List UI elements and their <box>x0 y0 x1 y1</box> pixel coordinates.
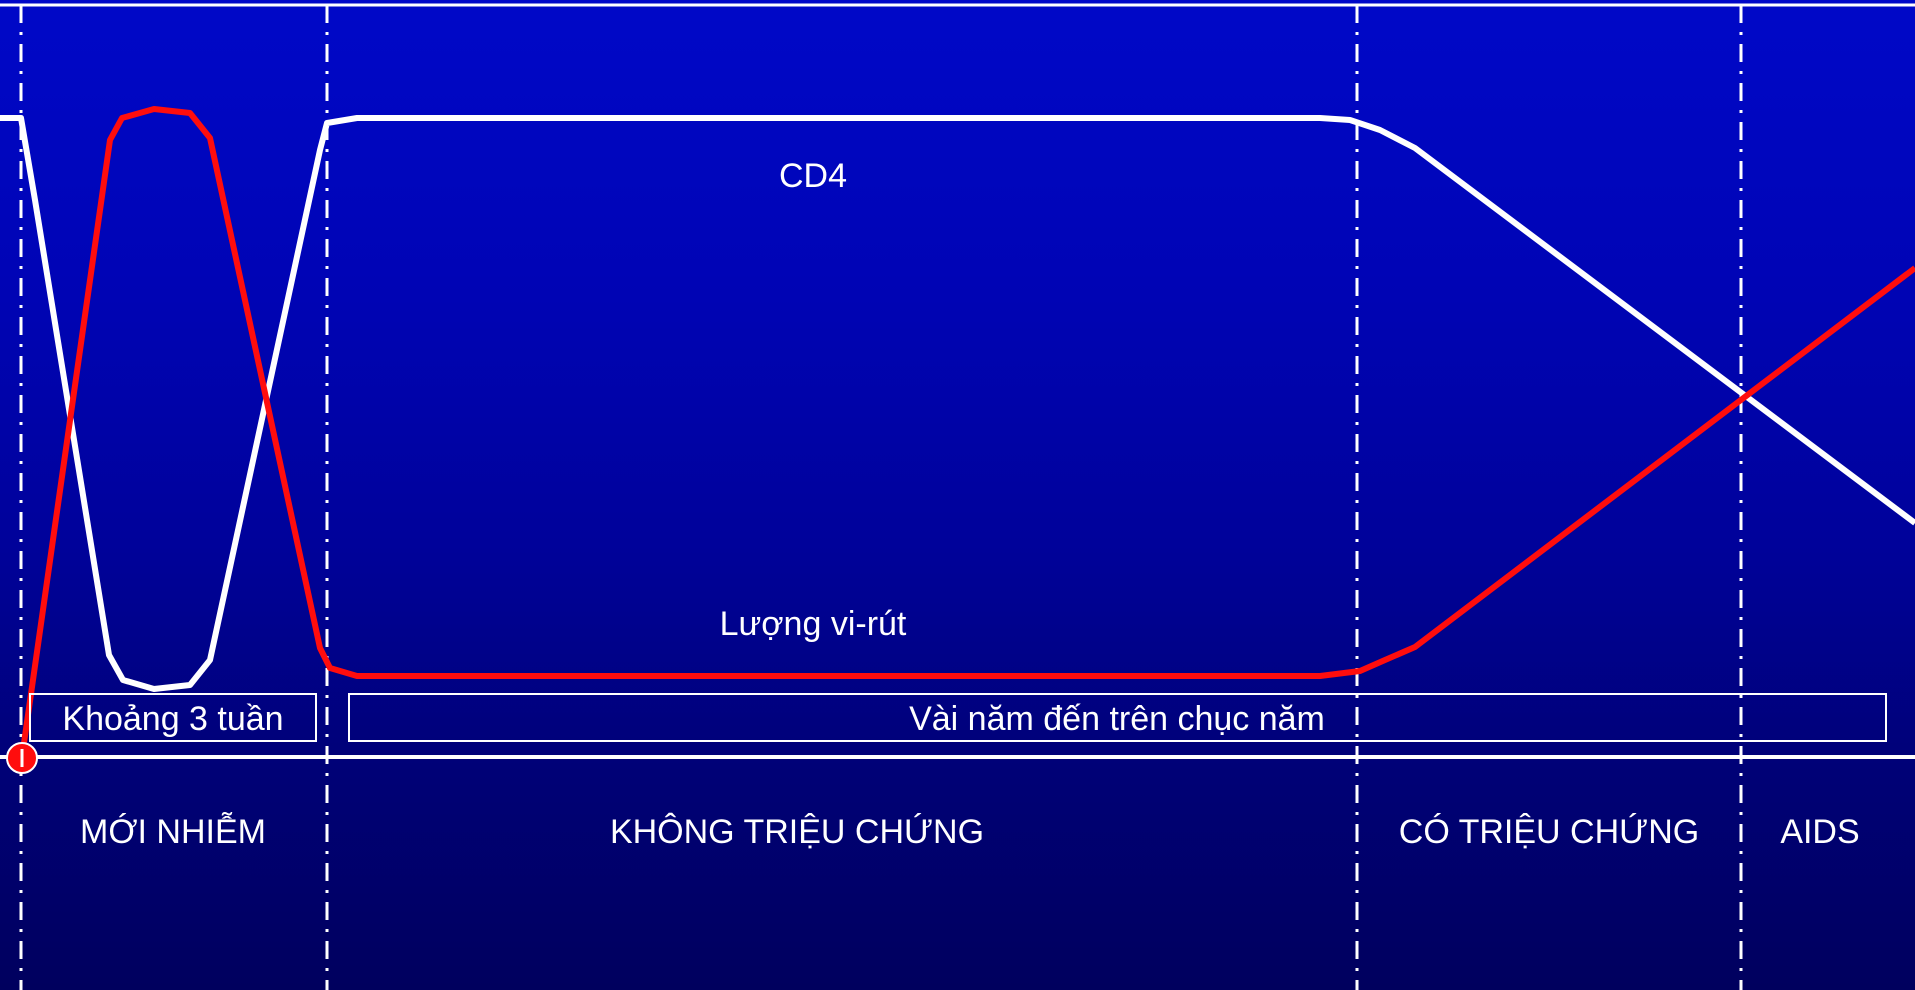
stage-label-acute: MỚI NHIỄM <box>80 813 266 851</box>
stage-label-symptomatic: CÓ TRIỆU CHỨNG <box>1399 813 1699 851</box>
viral-load-curve <box>19 106 1915 758</box>
stage-label-aids: AIDS <box>1780 813 1859 851</box>
acute-duration-text: Khoảng 3 tuần <box>62 700 283 738</box>
stage-dividers <box>19 5 1743 990</box>
acute-duration-box <box>29 693 317 742</box>
viral-load-label: Lượng vi-rút <box>720 605 907 643</box>
latent-duration-text: Vài năm đến trên chục năm <box>909 700 1325 738</box>
latent-duration-box <box>348 693 1887 742</box>
cd4-label: CD4 <box>779 157 847 195</box>
cd4-curve <box>0 115 1915 692</box>
stage-label-asymptomatic: KHÔNG TRIỆU CHỨNG <box>610 813 984 851</box>
